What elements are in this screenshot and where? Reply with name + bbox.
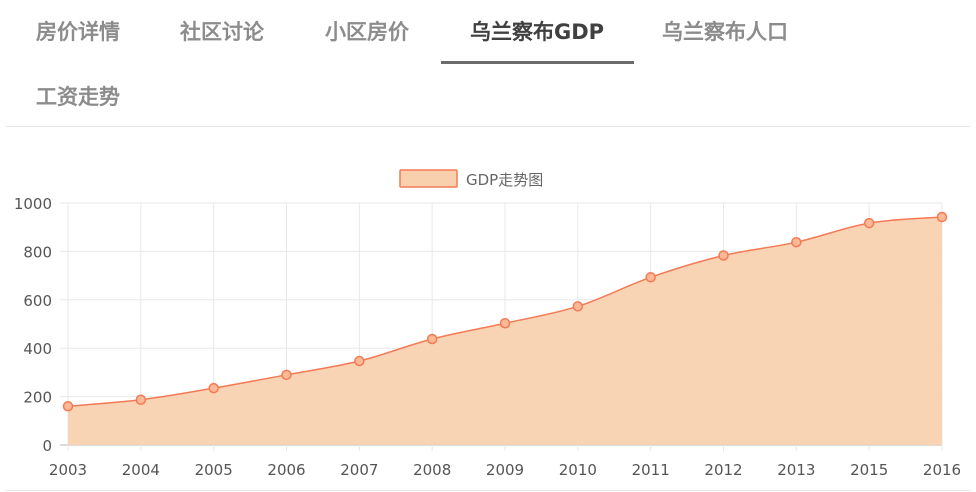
tab-gdp[interactable]: 乌兰察布GDP xyxy=(470,20,605,44)
y-axis-tick-labels: 0 200 400 600 800 1000 xyxy=(14,195,52,455)
x-tick-label: 2004 xyxy=(122,461,160,479)
x-tick-label: 2016 xyxy=(923,461,961,479)
data-point-2004 xyxy=(135,394,147,405)
tab-population[interactable]: 乌兰察布人口 xyxy=(662,20,788,44)
data-point-2010 xyxy=(572,301,584,312)
data-point-2008 xyxy=(426,333,438,345)
y-tick-label: 0 xyxy=(42,437,52,455)
active-tab-indicator xyxy=(441,61,634,64)
y-tick-label: 400 xyxy=(23,340,52,358)
x-tick-label: 2013 xyxy=(777,461,815,479)
legend-swatch xyxy=(399,169,458,188)
y-tick-label: 1000 xyxy=(14,195,52,213)
data-point-2007 xyxy=(354,355,365,367)
data-point-2016 xyxy=(936,211,948,223)
data-point-2009 xyxy=(499,318,511,329)
legend-label: GDP走势图 xyxy=(466,171,543,189)
x-tick-label: 2006 xyxy=(267,461,305,479)
data-point-2015 xyxy=(863,217,875,229)
x-tick-label: 2012 xyxy=(704,461,742,479)
data-point-2011 xyxy=(645,272,656,283)
x-tick-label: 2009 xyxy=(486,461,524,479)
chart-legend[interactable]: GDP走势图 xyxy=(399,169,543,189)
x-tick-label: 2010 xyxy=(559,461,597,479)
gdp-chart: GDP走势图 0 200 400 600 800 1000 2003 2004 2005 200… xyxy=(0,127,976,492)
tab-community-price[interactable]: 小区房价 xyxy=(325,20,409,44)
series-points xyxy=(62,211,948,412)
tabs-divider xyxy=(6,126,970,127)
y-tick-label: 200 xyxy=(23,389,52,407)
bottom-divider xyxy=(6,490,970,491)
tab-community-discussion[interactable]: 社区讨论 xyxy=(180,20,264,44)
data-point-2013 xyxy=(791,236,802,248)
tab-salary-trend[interactable]: 工资走势 xyxy=(36,85,120,109)
x-tick-label: 2008 xyxy=(413,461,451,479)
tab-house-price-detail[interactable]: 房价详情 xyxy=(36,20,120,44)
y-tick-label: 800 xyxy=(23,243,52,261)
x-axis-tick-labels: 2003 2004 2005 2006 2007 2008 2009 2010 2011 2012… xyxy=(49,461,961,479)
tab-bar: 房价详情 社区讨论 小区房价 乌兰察布GDP 乌兰察布人口 工资走势 xyxy=(0,0,976,127)
x-tick-label: 2011 xyxy=(632,461,670,479)
x-tick-label: 2015 xyxy=(850,461,888,479)
x-tick-label: 2007 xyxy=(340,461,378,479)
x-tick-label: 2003 xyxy=(49,461,87,479)
x-tick-label: 2005 xyxy=(195,461,233,479)
data-point-2005 xyxy=(208,382,219,394)
data-point-2003 xyxy=(62,401,74,412)
data-point-2012 xyxy=(718,250,729,261)
data-point-2006 xyxy=(281,369,292,381)
y-tick-label: 600 xyxy=(23,292,52,310)
series-area xyxy=(68,217,942,445)
